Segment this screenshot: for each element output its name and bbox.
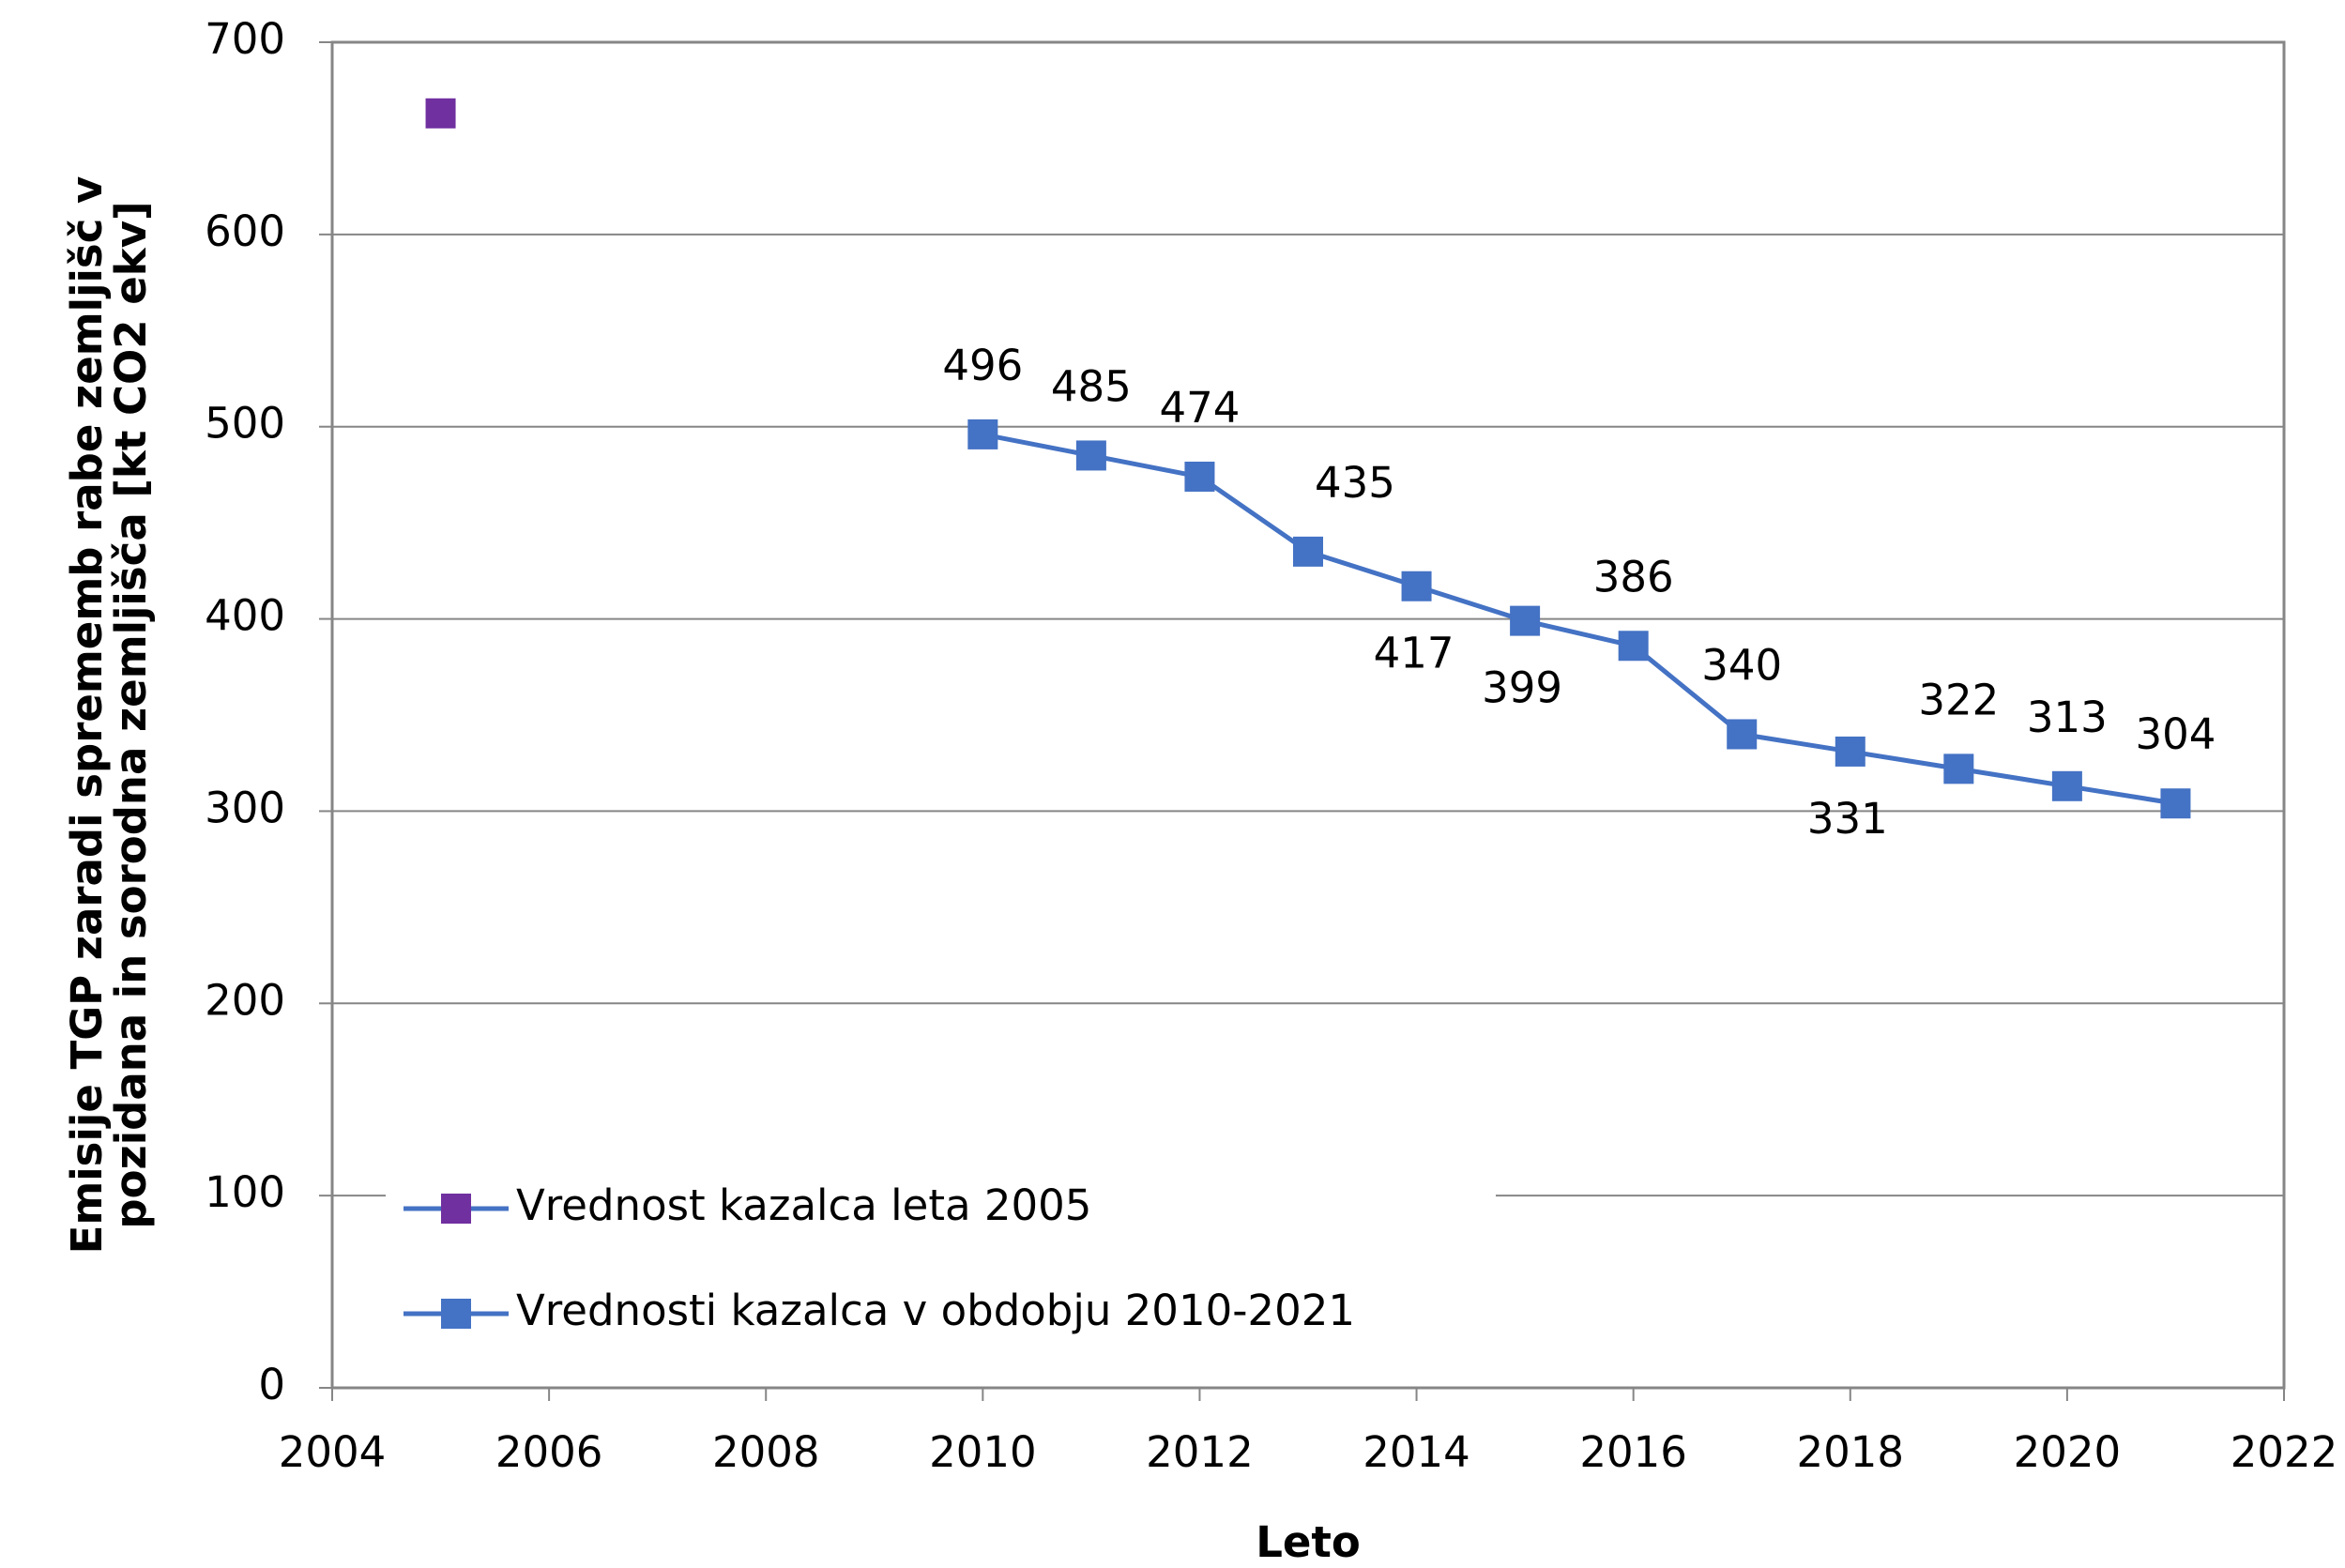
x-axis-title: Leto (1256, 1517, 1361, 1567)
y-tick-label: 500 (205, 399, 285, 449)
x-tick-label: 2012 (1146, 1427, 1254, 1477)
marker (425, 98, 456, 129)
data-label: 474 (1159, 383, 1240, 433)
legend: Vrednost kazalca leta 2005 Vrednosti kaza… (386, 1151, 1496, 1362)
marker (2160, 788, 2191, 819)
data-label: 331 (1807, 794, 1888, 844)
data-label: 313 (2027, 693, 2108, 742)
marker (1510, 605, 1541, 636)
legend-marker (441, 1299, 471, 1329)
marker (1943, 754, 1974, 784)
x-tick-label: 2018 (1797, 1427, 1905, 1477)
data-label: 496 (942, 341, 1023, 390)
x-tick-label: 2010 (929, 1427, 1037, 1477)
y-tick-label: 0 (258, 1360, 285, 1409)
x-tick-label: 2004 (279, 1427, 387, 1477)
x-tick-label: 2020 (2014, 1427, 2122, 1477)
marker (967, 419, 998, 449)
y-tick-label: 300 (205, 783, 285, 832)
series-line (982, 432, 2176, 806)
x-tick-label: 2022 (2231, 1427, 2338, 1477)
data-label: 399 (1482, 663, 1562, 713)
plot-border (330, 40, 2286, 1390)
data-label: 340 (1701, 640, 1782, 690)
marker (1835, 736, 1865, 767)
y-tick-label: 700 (205, 14, 285, 64)
x-tick-label: 2016 (1579, 1427, 1687, 1477)
marker (1618, 631, 1649, 662)
y-axis-title: Emisije TGP zaradi sprememb rabe zemljiš… (62, 176, 112, 1255)
legend-box (386, 1151, 1496, 1362)
marker (1293, 536, 1323, 567)
x-tick-label: 2014 (1363, 1427, 1470, 1477)
y-tick-label: 100 (205, 1167, 285, 1217)
data-label: 322 (1918, 675, 1999, 724)
legend-marker (441, 1194, 471, 1224)
y-tick-label: 400 (205, 591, 285, 641)
y-tick-label: 200 (205, 975, 285, 1025)
x-tick-label: 2008 (712, 1427, 820, 1477)
data-label: 386 (1593, 552, 1674, 601)
marker (2051, 770, 2082, 801)
legend-label: Vrednosti kazalca v obdobju 2010-2021 (516, 1286, 1355, 1335)
x-tick-label: 2006 (495, 1427, 603, 1477)
data-label: 304 (2135, 709, 2216, 759)
marker (1075, 440, 1106, 471)
marker (1401, 571, 1432, 601)
marker (1727, 719, 1758, 750)
marker (1184, 461, 1215, 492)
y-axis-title: pozidana in sorodna zemljišča [kt CO2 ek… (106, 201, 156, 1228)
legend-label: Vrednost kazalca leta 2005 (516, 1180, 1091, 1230)
y-tick-label: 600 (205, 206, 285, 256)
data-label: 485 (1051, 361, 1132, 411)
data-label: 435 (1315, 458, 1395, 508)
data-label: 417 (1374, 629, 1454, 678)
